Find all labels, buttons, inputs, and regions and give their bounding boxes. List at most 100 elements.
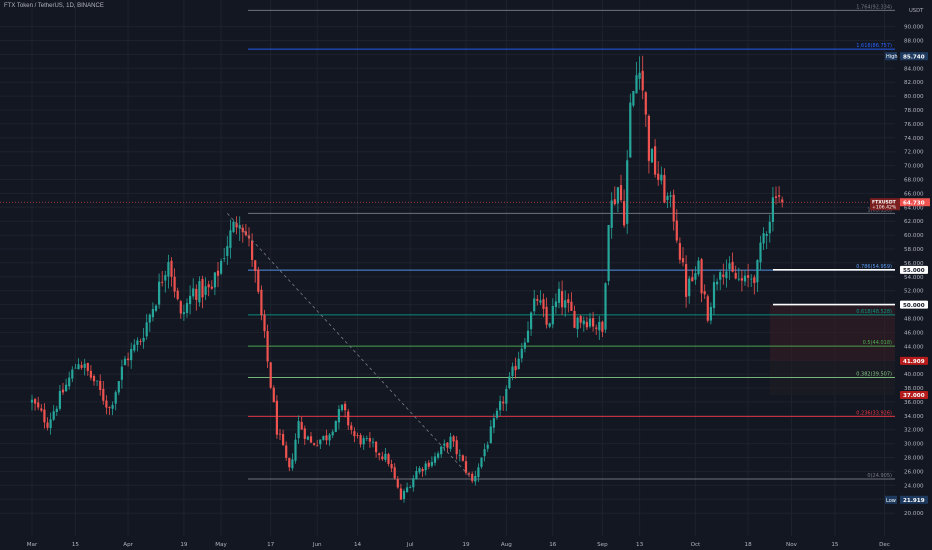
time-tick-label: Mar (27, 542, 38, 548)
candle-body (213, 272, 216, 288)
time-tick-label: 19 (180, 542, 188, 548)
candle-body (663, 175, 666, 203)
candle-body (334, 420, 337, 432)
time-axis[interactable]: Mar 15 Apr 19 May 17 Jun 14 Jul 19 Aug 16 Sep 13 Oct 18… (0, 536, 897, 550)
candle-body (216, 270, 220, 276)
candle-body (533, 298, 536, 312)
trend-line[interactable] (227, 213, 473, 480)
candlestick-series (30, 55, 784, 503)
high-value-bg (900, 52, 928, 61)
candle-body (176, 290, 179, 300)
candle-body (743, 275, 747, 282)
candle-body (80, 365, 83, 368)
time-tick-label: 13 (636, 542, 644, 548)
candle-body (390, 464, 393, 469)
candle-body (133, 344, 136, 351)
candle-body (344, 403, 347, 411)
last-value-text: 64.730 (903, 200, 925, 206)
time-tick-label: 18 (745, 542, 753, 548)
candle-body (468, 473, 471, 475)
candle-body (458, 454, 461, 456)
candle-body (353, 431, 356, 437)
candle-body (136, 340, 139, 345)
candle-body (325, 435, 328, 441)
candle-body (619, 185, 623, 201)
time-tick-label: 16 (549, 542, 557, 548)
candle-body (371, 441, 375, 443)
candle-body (430, 461, 433, 466)
price-axis-bg (897, 0, 932, 550)
fib-level-label: 0(24.905) (867, 473, 892, 479)
price-label: 37.000 (900, 390, 928, 399)
candle-body (635, 75, 638, 94)
low-value-bg (900, 495, 928, 504)
candle-body (58, 390, 61, 409)
candle-body (781, 199, 784, 203)
price-tick-label: 88.000 (904, 39, 924, 45)
change-text: +106.42% (872, 205, 897, 211)
candle-body (709, 306, 712, 321)
candle-body (570, 301, 573, 311)
high-name: High (886, 54, 898, 60)
time-tick-label: Jun (312, 542, 322, 548)
candle-body (678, 243, 681, 260)
time-axis-bg (0, 536, 897, 550)
fibonacci-levels[interactable]: 1.764(92.334) 1.618(86.757) 1(63.130) 0.786… (248, 4, 895, 480)
time-tick-label: Nov (786, 542, 798, 548)
candle-body (43, 409, 46, 423)
candle-body (241, 227, 244, 233)
candle-body (409, 487, 412, 489)
price-tick-label: 56.000 (904, 261, 924, 267)
price-axis[interactable]: 20.00022.00024.00026.00028.00030.00032.0… (870, 0, 932, 550)
candle-body (127, 358, 130, 361)
candle-body (294, 439, 297, 461)
candle-body (672, 194, 675, 222)
candle-body (185, 303, 189, 314)
candle-body (201, 279, 204, 298)
candle-body (660, 174, 663, 181)
candle-body (291, 459, 294, 469)
time-tick-label: 19 (462, 542, 470, 548)
candle-body (762, 233, 765, 244)
candle-body (641, 70, 644, 91)
candle-body (220, 260, 223, 274)
fib-level-label: 0.5(44.018) (863, 340, 892, 346)
price-tick-label: 78.000 (904, 108, 924, 114)
candle-body (331, 431, 334, 436)
price-tick-label: 90.000 (904, 25, 924, 31)
candle-body (272, 387, 275, 403)
candle-body (235, 222, 238, 228)
candle-body (471, 473, 474, 481)
candle-body (92, 375, 96, 382)
high-value: 85.740 (903, 54, 925, 60)
candle-body (681, 258, 685, 263)
high-name-bg (885, 52, 897, 61)
candle-body (232, 221, 235, 232)
candle-body (765, 233, 768, 236)
time-tick-label: 17 (267, 542, 275, 548)
candle-body (421, 469, 424, 472)
candle-body (629, 102, 632, 158)
candle-body (120, 366, 123, 380)
candle-body (455, 440, 458, 455)
candle-body (520, 348, 523, 359)
price-tick-label: 30.000 (904, 442, 924, 448)
candle-body (623, 201, 626, 226)
time-tick-label: May (215, 542, 227, 548)
symbol-tag-bg (870, 198, 900, 211)
candle-body (477, 467, 480, 477)
candle-body (356, 435, 359, 436)
candle-body (83, 363, 86, 368)
candle-body (148, 314, 151, 323)
candle-body (111, 404, 114, 409)
price-tick-label: 46.000 (904, 330, 924, 336)
time-tick-label: 15 (831, 542, 839, 548)
horizontal-lines[interactable] (0, 201, 895, 306)
candle-body (139, 341, 142, 342)
candle-body (260, 289, 263, 316)
candle-body (170, 260, 173, 277)
candle-body (437, 453, 440, 458)
time-tick-label: Sep (597, 542, 608, 548)
candle-body (142, 337, 145, 342)
